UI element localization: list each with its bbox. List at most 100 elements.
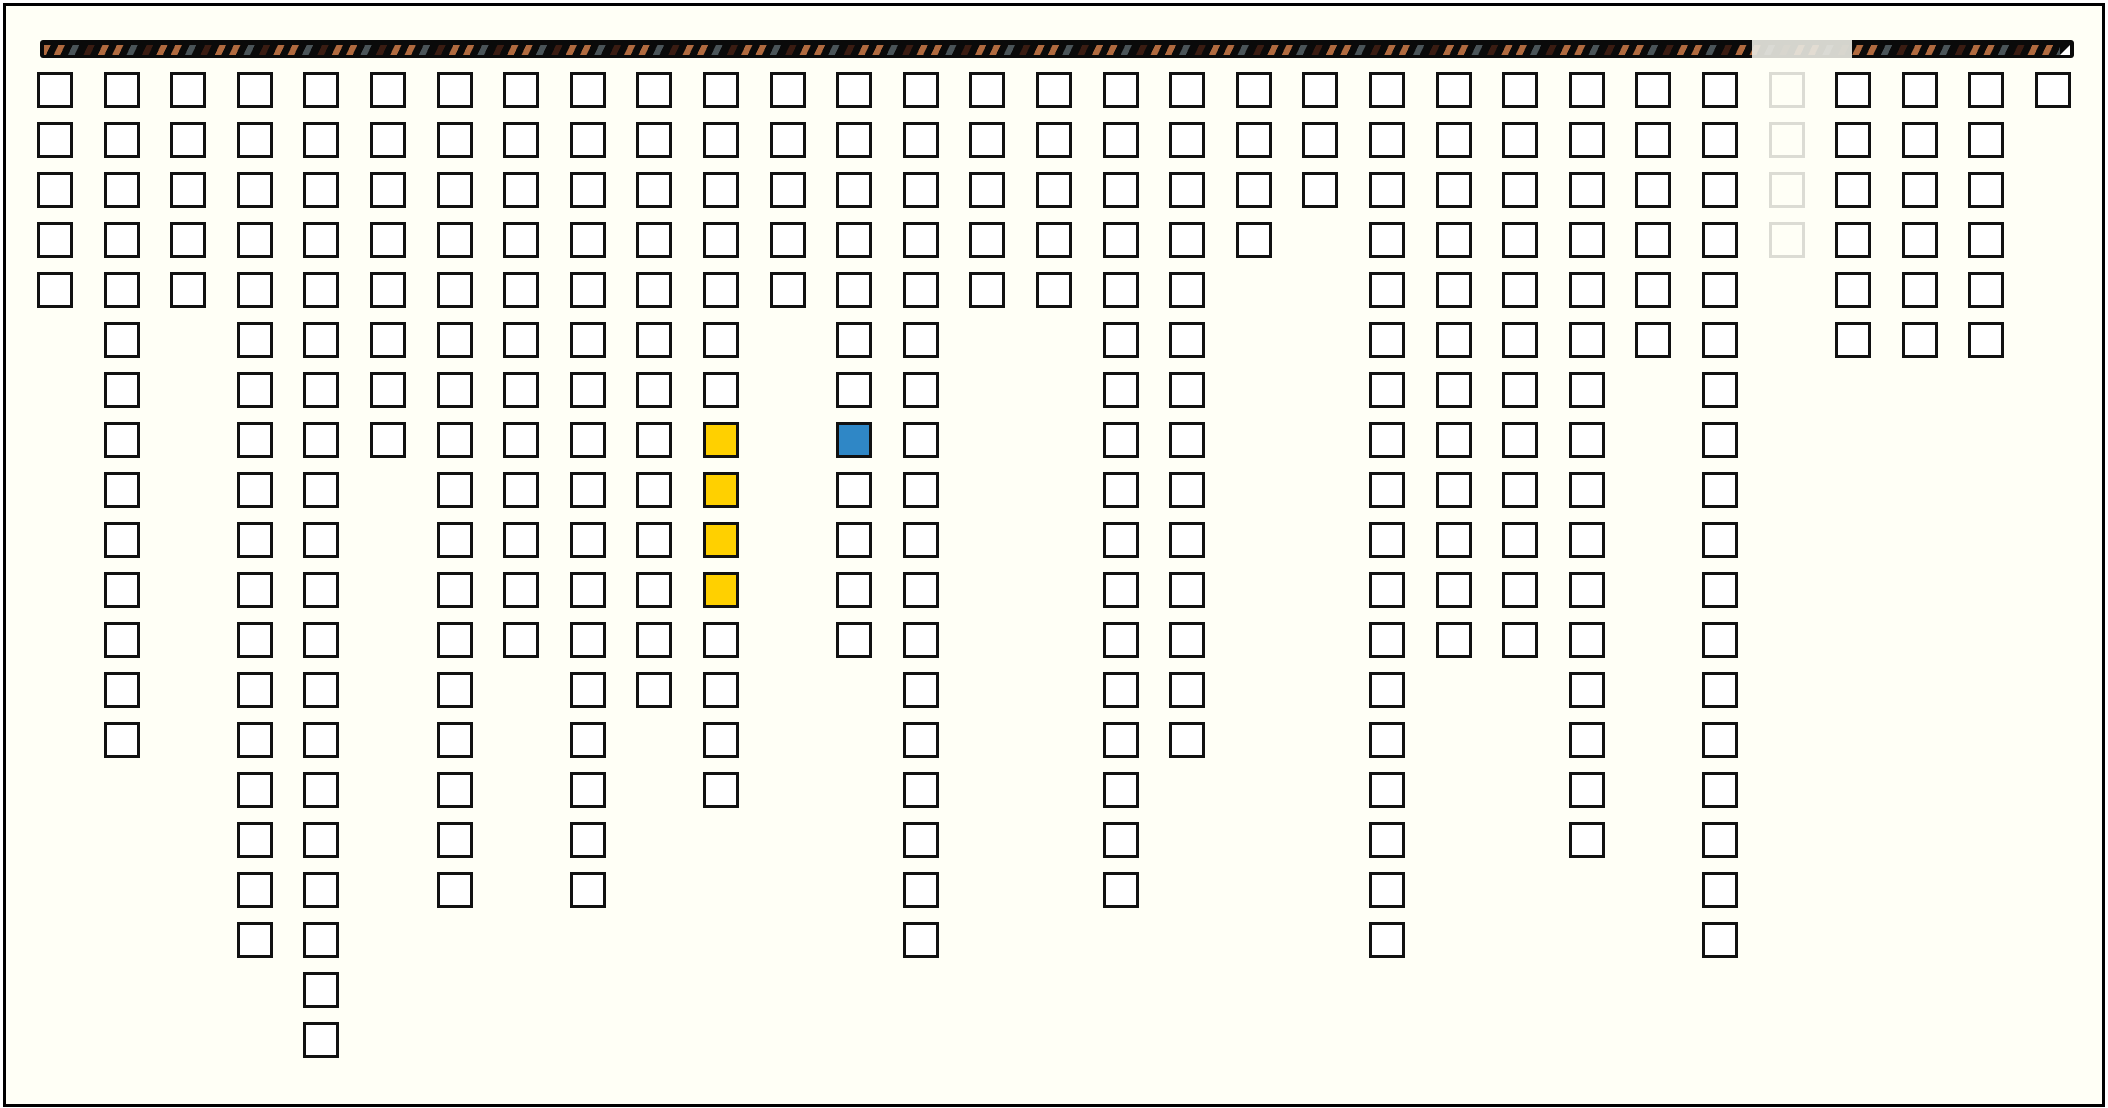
grid-square[interactable] xyxy=(1968,122,2005,158)
grid-square[interactable] xyxy=(1635,122,1672,158)
grid-square[interactable] xyxy=(1702,322,1738,358)
grid-square[interactable] xyxy=(1036,222,1072,258)
grid-square[interactable] xyxy=(902,572,939,608)
grid-square[interactable] xyxy=(1702,572,1738,608)
grid-square[interactable] xyxy=(1568,272,1605,308)
grid-square[interactable] xyxy=(1968,272,2005,308)
grid-square[interactable] xyxy=(370,422,406,458)
grid-square[interactable] xyxy=(1568,472,1605,508)
grid-square[interactable] xyxy=(1435,272,1472,308)
grid-square[interactable] xyxy=(836,572,873,608)
grid-square[interactable] xyxy=(503,72,540,108)
grid-square[interactable] xyxy=(303,122,340,158)
grid-square[interactable] xyxy=(836,472,873,508)
grid-square[interactable] xyxy=(1635,322,1672,358)
grid-square[interactable] xyxy=(1369,472,1405,508)
grid-square[interactable] xyxy=(103,672,140,708)
grid-square[interactable] xyxy=(303,422,340,458)
grid-square[interactable] xyxy=(303,272,340,308)
grid-square-yellow[interactable] xyxy=(703,522,739,558)
grid-square[interactable] xyxy=(1435,622,1472,658)
grid-square[interactable] xyxy=(569,372,606,408)
grid-square[interactable] xyxy=(436,572,473,608)
grid-square[interactable] xyxy=(503,172,540,208)
grid-square[interactable] xyxy=(636,322,673,358)
grid-square[interactable] xyxy=(503,572,540,608)
grid-square[interactable] xyxy=(236,122,273,158)
grid-square[interactable] xyxy=(1235,72,1272,108)
grid-square[interactable] xyxy=(636,372,673,408)
grid-square[interactable] xyxy=(303,972,340,1008)
grid-square[interactable] xyxy=(703,122,739,158)
grid-square[interactable] xyxy=(503,222,540,258)
grid-square[interactable] xyxy=(303,522,340,558)
grid-square[interactable] xyxy=(902,372,939,408)
grid-square[interactable] xyxy=(1502,572,1539,608)
grid-square[interactable] xyxy=(236,672,273,708)
grid-square[interactable] xyxy=(303,922,340,958)
grid-square[interactable] xyxy=(370,222,406,258)
grid-square[interactable] xyxy=(636,72,673,108)
grid-square[interactable] xyxy=(969,272,1006,308)
grid-square[interactable] xyxy=(769,222,806,258)
grid-square[interactable] xyxy=(1702,672,1738,708)
grid-square[interactable] xyxy=(1369,422,1405,458)
grid-square-blue[interactable] xyxy=(836,422,873,458)
grid-square[interactable] xyxy=(37,122,73,158)
grid-square[interactable] xyxy=(569,322,606,358)
grid-square[interactable] xyxy=(569,472,606,508)
grid-square[interactable] xyxy=(636,422,673,458)
grid-square[interactable] xyxy=(1435,472,1472,508)
grid-square[interactable] xyxy=(1435,572,1472,608)
grid-square[interactable] xyxy=(303,172,340,208)
grid-square[interactable] xyxy=(1901,72,1938,108)
grid-square[interactable] xyxy=(569,572,606,608)
grid-square[interactable] xyxy=(1102,122,1139,158)
grid-square[interactable] xyxy=(436,222,473,258)
grid-square[interactable] xyxy=(1369,822,1405,858)
grid-square[interactable] xyxy=(1702,872,1738,908)
grid-square[interactable] xyxy=(1568,122,1605,158)
grid-square[interactable] xyxy=(902,172,939,208)
grid-square[interactable] xyxy=(1169,572,1206,608)
grid-square[interactable] xyxy=(836,172,873,208)
grid-square[interactable] xyxy=(1702,272,1738,308)
grid-square[interactable] xyxy=(303,872,340,908)
grid-square[interactable] xyxy=(436,272,473,308)
grid-square[interactable] xyxy=(503,372,540,408)
grid-square[interactable] xyxy=(1102,872,1139,908)
grid-square[interactable] xyxy=(969,122,1006,158)
grid-square[interactable] xyxy=(303,322,340,358)
grid-square[interactable] xyxy=(503,622,540,658)
grid-square[interactable] xyxy=(1968,322,2005,358)
grid-square[interactable] xyxy=(436,872,473,908)
grid-square[interactable] xyxy=(636,622,673,658)
grid-square[interactable] xyxy=(1702,372,1738,408)
grid-square[interactable] xyxy=(370,372,406,408)
grid-square[interactable] xyxy=(769,72,806,108)
grid-square[interactable] xyxy=(503,422,540,458)
grid-square[interactable] xyxy=(236,872,273,908)
grid-square[interactable] xyxy=(1702,72,1738,108)
grid-square[interactable] xyxy=(636,672,673,708)
grid-square[interactable] xyxy=(1169,672,1206,708)
grid-square[interactable] xyxy=(303,722,340,758)
grid-square[interactable] xyxy=(1702,622,1738,658)
grid-square[interactable] xyxy=(902,222,939,258)
grid-square[interactable] xyxy=(1635,172,1672,208)
grid-square[interactable] xyxy=(1235,172,1272,208)
grid-square[interactable] xyxy=(569,72,606,108)
grid-square[interactable] xyxy=(436,322,473,358)
grid-square[interactable] xyxy=(303,1022,340,1058)
grid-square[interactable] xyxy=(569,672,606,708)
grid-square[interactable] xyxy=(703,672,739,708)
grid-square[interactable] xyxy=(1369,572,1405,608)
grid-square[interactable] xyxy=(1435,372,1472,408)
grid-square[interactable] xyxy=(503,322,540,358)
grid-square[interactable] xyxy=(902,272,939,308)
grid-square[interactable] xyxy=(636,222,673,258)
grid-square[interactable] xyxy=(1102,172,1139,208)
grid-square[interactable] xyxy=(103,322,140,358)
grid-square[interactable] xyxy=(1635,72,1672,108)
grid-square[interactable] xyxy=(103,372,140,408)
